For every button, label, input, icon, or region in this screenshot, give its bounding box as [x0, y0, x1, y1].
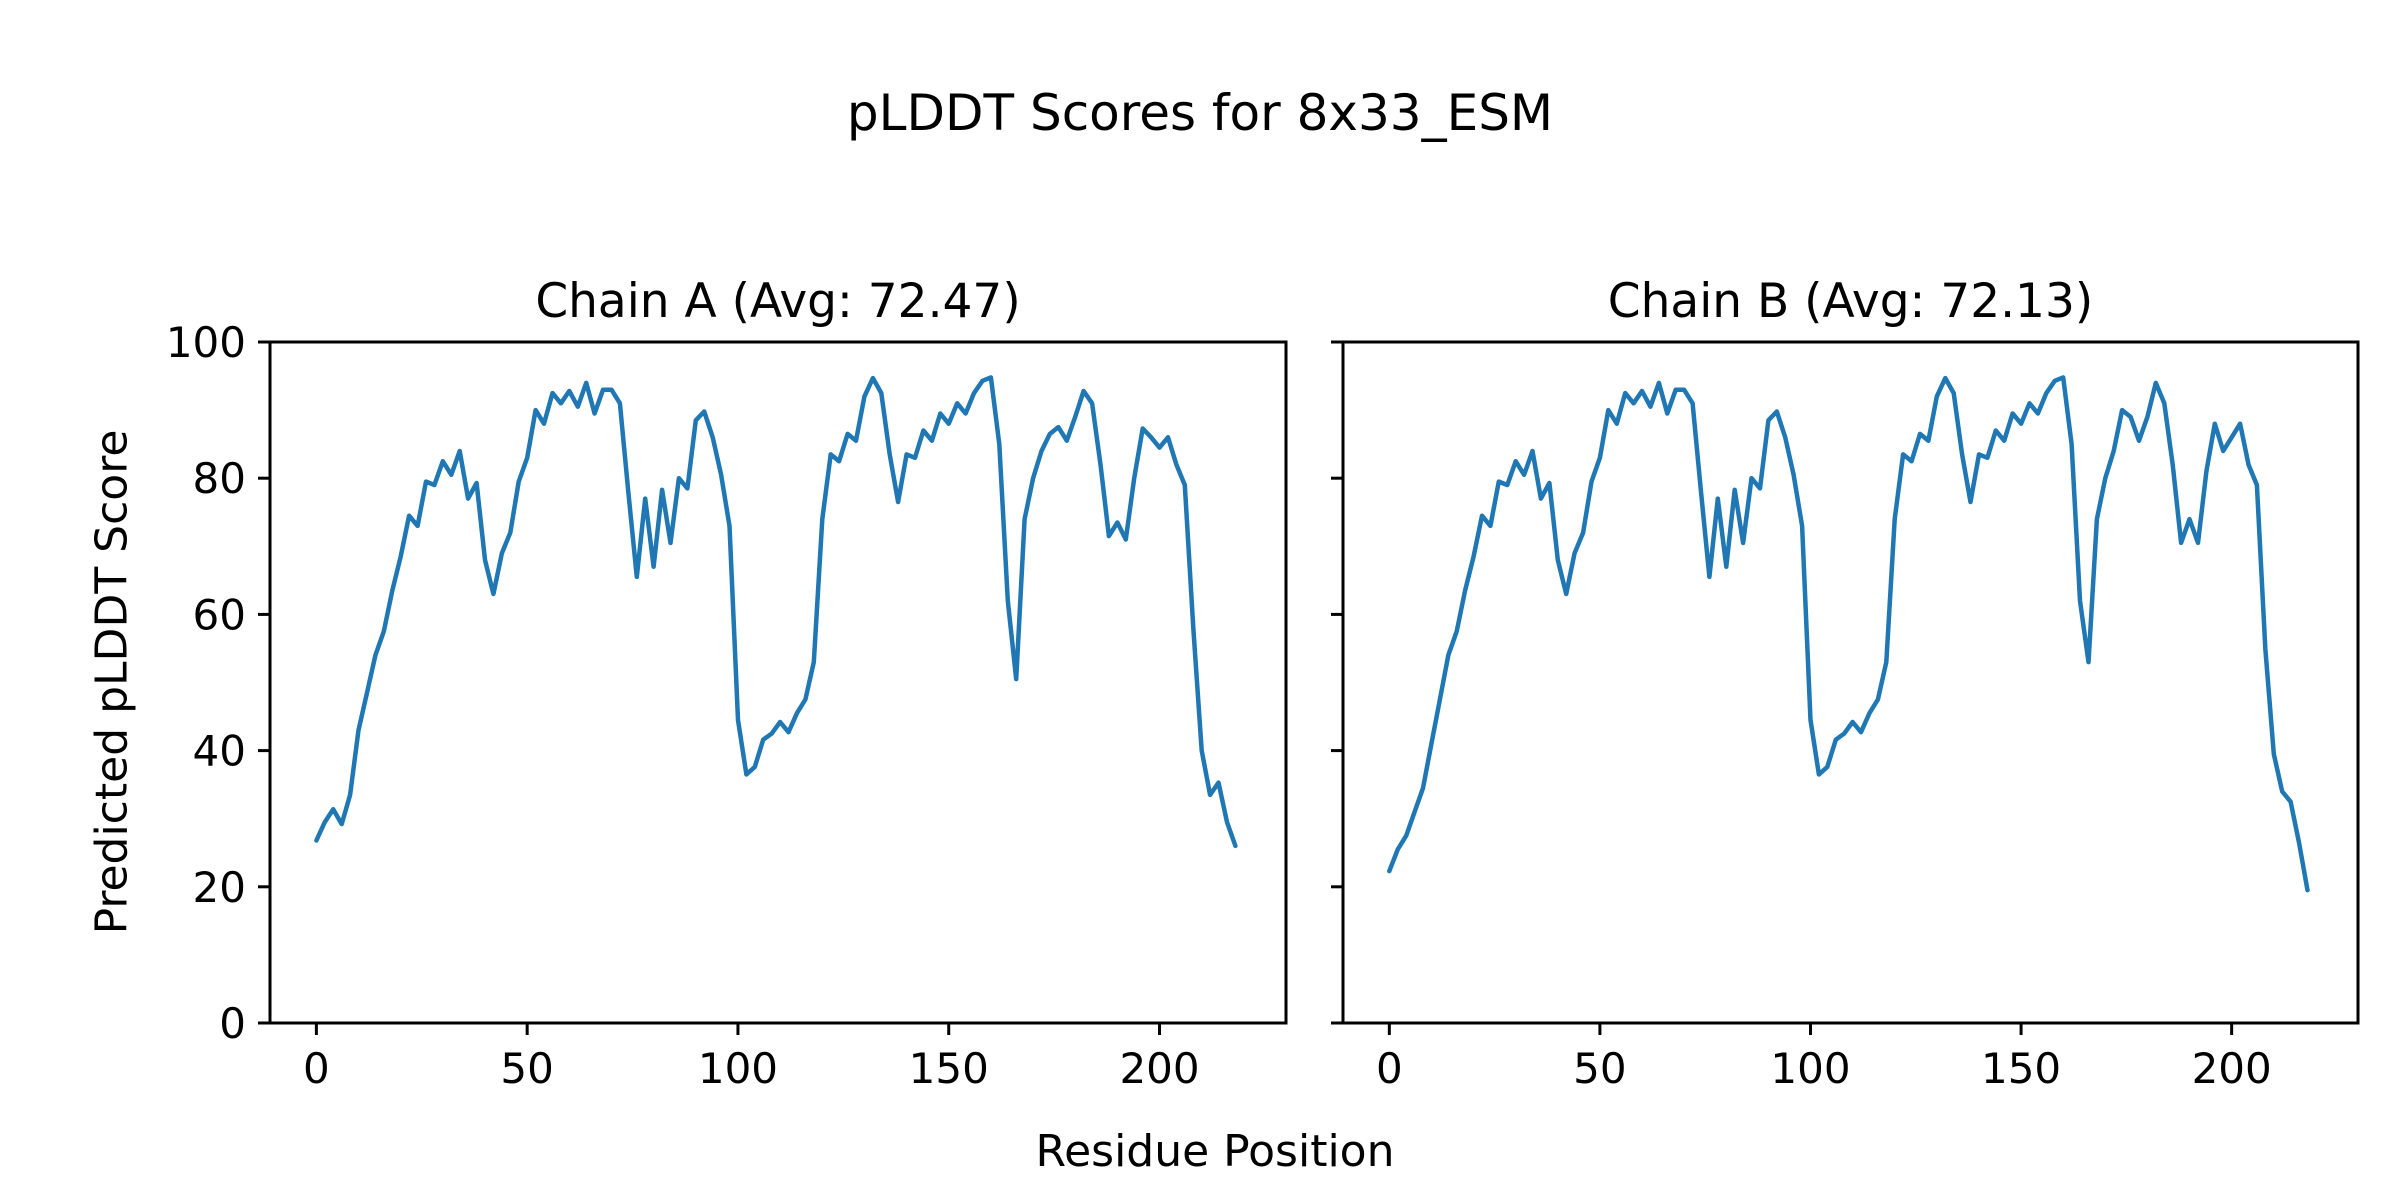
- x-tick-label: 100: [1770, 1044, 1850, 1093]
- x-tick-label: 50: [500, 1044, 553, 1093]
- chain-a-axes: 0 50 100 150 200 0 20 40 60 80 100: [166, 318, 1288, 1093]
- y-tick-label: 20: [193, 863, 246, 912]
- chain-b-subplot: Chain B (Avg: 72.13) 0 50 100 150 200: [1331, 276, 2360, 1093]
- x-tick-label: 200: [2192, 1044, 2272, 1093]
- chain-b-title: Chain B (Avg: 72.13): [1607, 274, 2094, 329]
- y-tick-label: 80: [193, 454, 246, 503]
- axes-frame: [1341, 340, 2360, 1025]
- plddt-line: [314, 375, 1238, 849]
- x-tick-label: 0: [303, 1044, 330, 1093]
- y-tick-label: 100: [166, 318, 246, 367]
- x-axis-label: Residue Position: [1035, 1126, 1395, 1177]
- chain-a-subplot: Chain A (Avg: 72.47) 0 50 100 150 200 0 20 40 60…: [166, 276, 1288, 1093]
- x-tick-label: 200: [1119, 1044, 1199, 1093]
- chain-b-axes: 0 50 100 150 200: [1331, 340, 2360, 1093]
- y-tick-label: 60: [193, 590, 246, 639]
- figure-title: pLDDT Scores for 8x33_ESM: [846, 84, 1554, 142]
- chain-a-title: Chain A (Avg: 72.47): [535, 274, 1021, 329]
- x-tick-label: 0: [1376, 1044, 1403, 1093]
- y-tick-label: 0: [219, 999, 246, 1048]
- x-tick-label: 150: [1981, 1044, 2061, 1093]
- y-tick-label: 40: [193, 727, 246, 776]
- x-tick-label: 100: [698, 1044, 778, 1093]
- y-axis-label: Predicted pLDDT Score: [86, 429, 138, 935]
- axes-frame: [268, 340, 1288, 1025]
- x-tick-label: 150: [909, 1044, 989, 1093]
- x-tick-label: 50: [1573, 1044, 1626, 1093]
- plddt-line: [1387, 375, 2310, 893]
